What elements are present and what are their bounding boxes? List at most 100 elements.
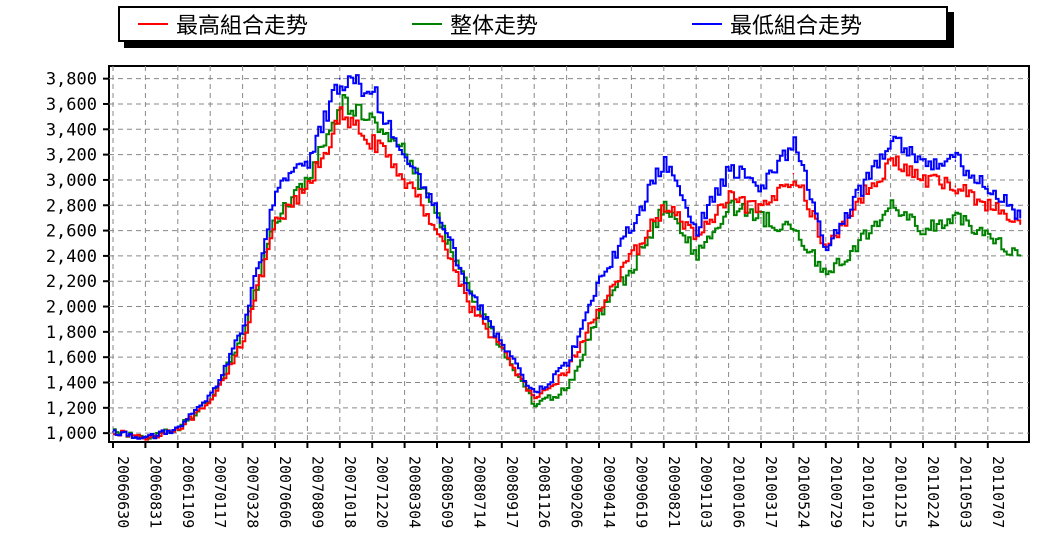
x-tick-label: 20101012 [859,456,877,528]
y-tick-label: 3,600 [46,95,97,115]
data-point-series-2 [339,77,341,80]
data-point-series-0 [663,204,665,207]
data-point-series-0 [436,229,438,232]
data-point-series-2 [857,191,859,194]
data-point-series-1 [565,388,568,390]
y-tick-label: 1,400 [46,373,97,393]
x-tick-label: 20100524 [794,456,812,528]
legend-item-overall: 整体走势 [412,8,538,40]
data-point-series-2 [825,248,827,251]
legend-swatch-green [412,23,442,25]
x-tick-label: 20090821 [665,456,683,528]
data-point-series-1 [209,396,211,399]
data-point-series-1 [954,217,957,219]
x-tick-label: 20070328 [244,456,262,528]
data-point-series-2 [695,229,697,232]
data-point-series-1 [792,229,795,232]
data-point-series-1 [760,217,762,219]
data-point-series-2 [144,437,147,440]
data-point-series-0 [630,255,633,257]
x-axis: 20060630 20060831 20061109 20070117 20070328… [112,442,1007,528]
data-point-series-0 [857,198,859,200]
data-point-series-0 [241,337,244,339]
data-point-series-2 [922,160,924,162]
data-point-series-2 [241,324,244,327]
data-point-series-1 [857,242,859,245]
data-point-series-0 [760,210,762,213]
data-point-series-2 [468,293,471,295]
data-point-series-0 [209,401,211,404]
legend-label-overall: 整体走势 [450,14,539,39]
y-tick-label: 3,200 [46,146,97,166]
data-point-series-2 [987,185,989,188]
series-line-2 [113,74,1022,440]
y-tick-label: 1,600 [46,348,97,368]
data-point-series-0 [565,369,568,371]
data-point-series-0 [889,160,892,162]
y-tick-label: 2,000 [46,298,97,318]
data-point-series-0 [954,185,957,188]
x-tick-label: 20100317 [762,456,780,528]
grid [109,66,1029,442]
x-tick-label: 20090619 [632,456,650,528]
data-point-series-0 [468,305,471,308]
x-tick-label: 20070117 [211,456,229,528]
legend-swatch-blue [692,23,722,25]
data-point-series-0 [274,223,276,226]
legend-label-highest: 最高組合走势 [176,14,309,39]
data-point-series-2 [403,160,406,162]
y-tick-label: 3,000 [46,171,97,191]
data-point-series-2 [177,427,179,429]
x-tick-label: 20100106 [730,456,748,528]
y-tick-label: 2,200 [46,272,97,292]
x-tick-label: 20080509 [438,456,456,528]
data-point-series-1 [1019,255,1021,257]
data-point-series-0 [403,179,406,181]
y-tick-label: 2,800 [46,196,97,216]
x-tick-label: 20081126 [535,456,553,528]
x-tick-label: 20071018 [341,456,359,528]
data-point-series-0 [533,400,535,403]
x-tick-label: 20090206 [568,456,586,528]
x-tick-label: 20080917 [503,456,521,528]
data-point-series-2 [760,185,762,188]
data-point-series-0 [922,179,924,181]
y-tick-label: 1,200 [46,399,97,419]
data-point-series-0 [695,236,697,238]
series-line-0 [113,106,1022,441]
data-point-series-1 [630,267,633,270]
x-tick-label: 20101215 [892,456,910,528]
data-point-series-2 [1019,217,1021,219]
data-point-series-2 [954,160,957,162]
data-point-series-2 [533,394,535,396]
y-tick-label: 1,800 [46,323,97,343]
x-tick-label: 20080304 [406,456,424,528]
y-axis: 1,000 1,200 1,400 1,600 1,800 2,000 2,200 2,400… [46,70,109,444]
series-lines [112,74,1022,441]
data-point-series-0 [1019,223,1021,226]
y-tick-label: 1,000 [46,424,97,444]
x-tick-label: 20070606 [276,456,294,528]
data-point-series-2 [371,90,374,93]
data-point-series-2 [598,280,600,283]
x-tick-label: 20071220 [373,456,391,528]
x-tick-label: 20091103 [697,456,715,528]
y-tick-label: 3,800 [46,70,97,90]
legend-swatch-red [138,23,168,25]
x-tick-label: 20090414 [600,456,618,528]
data-point-series-1 [598,312,600,314]
x-tick-label: 20061109 [179,456,197,528]
data-point-series-0 [371,141,374,143]
x-tick-label: 20070809 [308,456,326,528]
data-point-series-2 [306,160,309,162]
data-point-series-0 [339,115,341,118]
data-point-series-1 [825,274,827,276]
data-point-series-1 [889,204,892,207]
x-tick-label: 20110224 [924,456,942,528]
x-tick-label: 20110503 [956,456,974,528]
data-point-series-1 [922,229,924,232]
data-point-series-0 [306,185,309,188]
x-tick-label: 20110707 [989,456,1007,528]
data-point-series-2 [889,134,892,137]
x-tick-label: 20060831 [146,456,164,528]
